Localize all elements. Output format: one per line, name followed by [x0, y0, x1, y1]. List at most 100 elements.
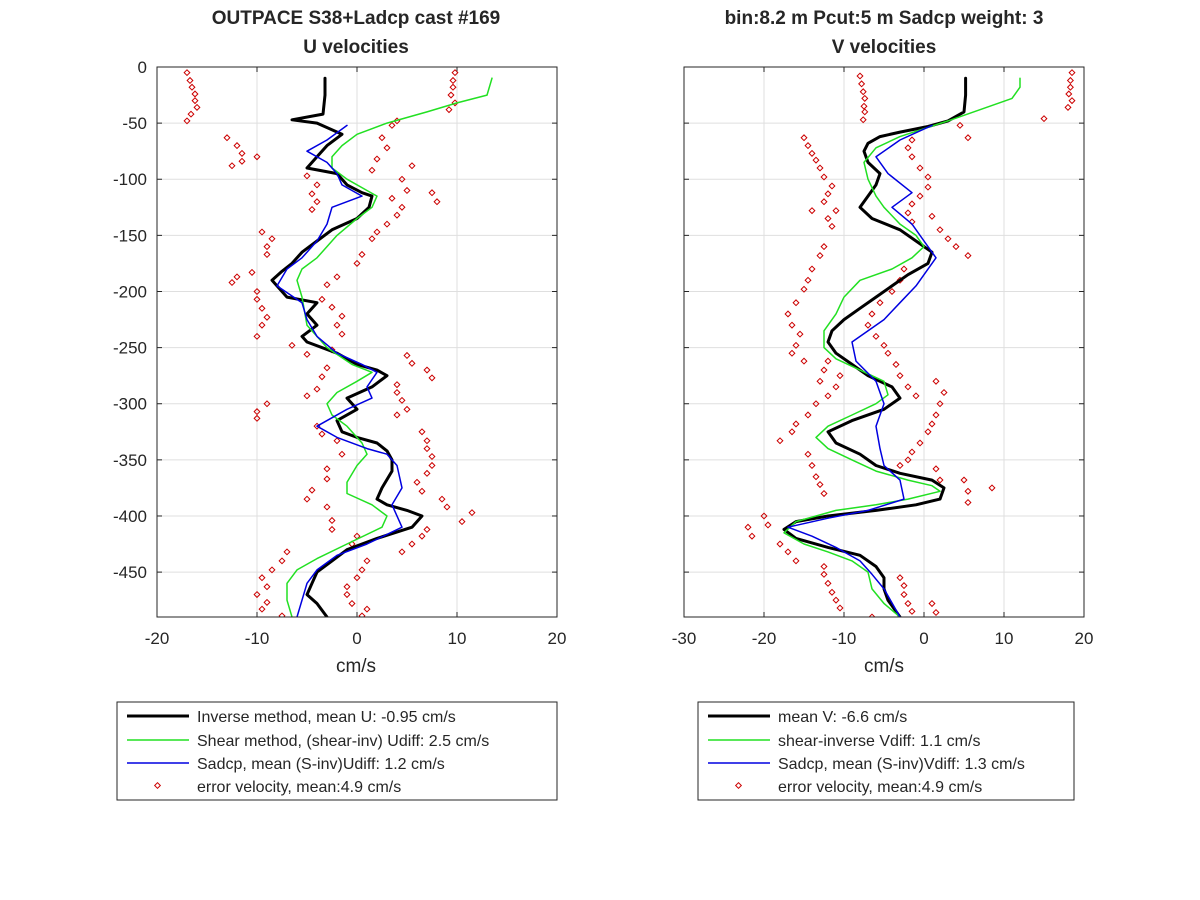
u-legend-item-sadcp: Sadcp, mean (S-inv)Udiff: 1.2 cm/s — [197, 756, 445, 773]
u-y-tick-label: -250 — [113, 339, 147, 358]
u-sadcp-line — [276, 124, 403, 617]
v-error-velocity-marker — [812, 400, 820, 408]
v-error-velocity-marker — [820, 243, 828, 251]
u-error-velocity-marker — [188, 83, 196, 91]
v-error-velocity-marker — [796, 330, 804, 338]
u-error-velocity-marker — [238, 157, 246, 165]
v-error-velocity-marker — [908, 153, 916, 161]
v-legend-item-sadcp: Sadcp, mean (S-inv)Vdiff: 1.3 cm/s — [778, 756, 1025, 773]
u-error-velocity-marker — [258, 321, 266, 329]
v-error-velocity-marker — [792, 420, 800, 428]
v-error-velocity-marker — [900, 265, 908, 273]
v-error-velocity-marker — [868, 613, 876, 617]
v-error-velocity-marker — [1064, 103, 1072, 111]
v-legend-item-error: error velocity, mean:4.9 cm/s — [778, 779, 982, 796]
u-error-velocity-marker — [393, 388, 401, 397]
u-x-tick-label: 0 — [352, 629, 361, 648]
v-legend-item-mean: mean V: -6.6 cm/s — [778, 709, 907, 726]
v-error-velocity-marker — [824, 214, 832, 223]
v-error-velocity-marker — [832, 596, 840, 604]
v-error-velocity-marker — [956, 121, 964, 129]
v-error-velocity-marker — [861, 94, 869, 102]
u-error-velocity-marker — [338, 450, 346, 458]
v-error-velocity-marker — [824, 392, 832, 400]
v-error-velocity-marker — [1066, 83, 1074, 91]
u-error-velocity-marker — [263, 583, 271, 591]
u-y-tick-label: -50 — [122, 114, 147, 133]
v-error-velocity-marker — [792, 341, 800, 349]
v-title-line1: bin:8.2 m Pcut:5 m Sadcp weight: 3 — [725, 8, 1044, 29]
v-error-velocity-marker — [876, 299, 884, 307]
u-error-velocity-marker — [403, 351, 411, 360]
u-error-velocity-marker — [258, 605, 266, 613]
v-error-velocity-marker — [872, 332, 880, 340]
u-error-velocity-marker — [449, 76, 457, 85]
v-error-velocity-marker — [784, 548, 792, 556]
v-error-velocity-marker — [924, 428, 932, 436]
u-x-tick-label: 10 — [448, 629, 467, 648]
u-error-velocity-marker — [368, 166, 376, 174]
u-error-velocity-marker — [186, 76, 194, 85]
u-error-velocity-marker — [193, 103, 201, 111]
u-error-velocity-marker — [278, 612, 286, 617]
v-error-velocity-marker — [896, 372, 904, 380]
v-error-velocity-marker — [861, 108, 869, 116]
v-error-velocity-marker — [900, 591, 908, 599]
u-error-velocity-marker — [418, 532, 426, 540]
u-error-velocity-marker — [398, 203, 406, 211]
v-error-velocity-marker — [792, 299, 800, 307]
u-error-velocity-marker — [323, 475, 331, 483]
u-error-velocity-marker — [263, 598, 271, 606]
v-error-velocity-marker — [884, 349, 892, 357]
u-error-velocity-marker — [258, 304, 266, 312]
u-error-velocity-marker — [358, 566, 366, 574]
u-error-velocity-marker — [333, 437, 341, 445]
u-error-velocity-marker — [423, 437, 431, 445]
v-error-velocity-marker — [908, 607, 916, 615]
v-error-velocity-marker — [1068, 69, 1076, 77]
u-error-velocity-marker — [253, 295, 261, 303]
v-error-velocity-marker — [880, 341, 888, 349]
u-error-velocity-marker — [308, 190, 316, 198]
u-error-velocity-marker — [338, 330, 346, 338]
v-error-velocity-marker — [904, 456, 912, 464]
u-error-velocity-marker — [318, 373, 326, 381]
v-title-line2: V velocities — [832, 37, 937, 58]
u-error-velocity-marker — [253, 153, 261, 161]
u-error-velocity-marker — [253, 414, 261, 422]
u-error-velocity-marker — [423, 469, 431, 477]
v-error-velocity-marker — [936, 476, 944, 484]
u-error-velocity-marker — [398, 396, 406, 404]
v-error-velocity-marker — [832, 383, 840, 391]
v-error-velocity-marker — [932, 377, 940, 385]
u-error-velocity-marker — [253, 408, 261, 416]
u-error-velocity-marker — [393, 411, 401, 419]
v-error-velocity-marker — [912, 392, 920, 400]
v-error-velocity-marker — [888, 287, 896, 296]
u-error-velocity-marker — [318, 430, 326, 438]
v-series-group — [744, 69, 1076, 617]
v-error-velocity-marker — [828, 182, 836, 190]
v-x-tick-label: -20 — [752, 629, 777, 648]
u-error-velocity-marker — [423, 525, 431, 533]
u-y-tick-label: -400 — [113, 507, 147, 526]
v-x-tick-label: 0 — [919, 629, 928, 648]
u-error-velocity-marker — [398, 175, 406, 183]
v-error-velocity-marker — [788, 349, 796, 357]
u-error-velocity-marker — [338, 312, 346, 320]
v-error-velocity-marker — [800, 285, 808, 293]
v-error-velocity-marker — [820, 562, 828, 571]
u-error-velocity-marker — [373, 228, 381, 236]
v-error-velocity-marker — [1068, 97, 1076, 105]
v-error-velocity-marker — [936, 226, 944, 234]
u-error-velocity-marker — [238, 149, 246, 157]
u-error-velocity-marker — [283, 548, 291, 556]
v-velocity-panel: bin:8.2 m Pcut:5 m Sadcp weight: 3 V vel… — [672, 8, 1094, 677]
v-error-velocity-marker — [936, 400, 944, 408]
u-error-velocity-marker — [408, 359, 416, 367]
u-error-velocity-marker — [353, 259, 361, 267]
u-error-velocity-marker — [383, 220, 391, 228]
u-error-velocity-marker — [423, 445, 431, 453]
v-error-velocity-marker — [1040, 115, 1048, 123]
